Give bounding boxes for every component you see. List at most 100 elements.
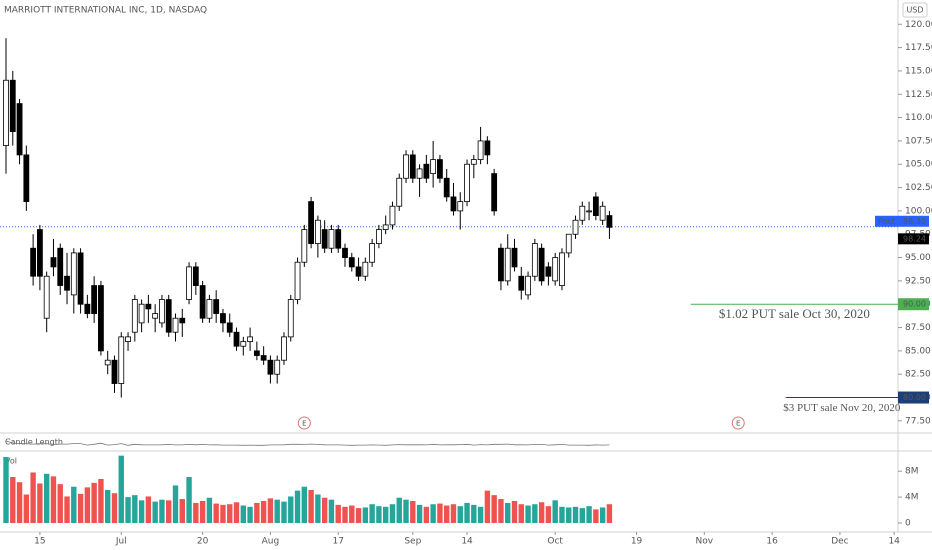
volume-bar [30, 472, 36, 523]
volume-bar [606, 504, 613, 523]
volume-bar [91, 482, 97, 523]
candle-body [437, 159, 443, 179]
candle-body [70, 252, 77, 296]
volume-bar [43, 473, 50, 523]
candle-body [179, 317, 186, 324]
y-tick-label: 95.00 [905, 253, 931, 263]
candle-body [592, 196, 599, 216]
candle-body [552, 257, 559, 282]
x-tick-label: Dec [831, 537, 848, 547]
volume-bar [213, 503, 219, 523]
candle-body [531, 243, 538, 277]
candle-body [403, 154, 409, 179]
volume-bar [125, 497, 131, 523]
x-tick-label: 15 [34, 537, 45, 547]
volume-bar [396, 497, 402, 523]
candle-body [260, 355, 267, 361]
volume-bar [77, 493, 84, 523]
candle-body [538, 247, 545, 282]
volume-tick-label: 0 [905, 519, 911, 529]
candle-body [186, 266, 192, 300]
volume-bar [138, 500, 145, 523]
candle-body [606, 215, 613, 228]
candle-body [579, 205, 586, 221]
y-tick-label: 87.50 [905, 323, 931, 333]
chart-title: MARRIOTT INTERNATIONAL INC, 1D, NASDAQ [4, 6, 207, 16]
volume-bar [464, 502, 470, 523]
candle-body [565, 233, 572, 254]
y-tick-label: 102.50 [905, 183, 932, 193]
candle-body [37, 229, 43, 277]
indicator-line [5, 440, 610, 446]
candle-body [98, 285, 104, 352]
volume-bar [186, 477, 192, 523]
volume-bar [552, 500, 558, 523]
post-box [875, 215, 898, 227]
volume-bar [593, 509, 599, 523]
x-tick-label: 17 [332, 537, 343, 547]
candle-body [213, 299, 220, 314]
candle-body [409, 154, 416, 179]
x-tick-label: 14 [461, 537, 473, 547]
event-marker [297, 416, 311, 430]
candle-body [145, 303, 152, 310]
candle-body [416, 168, 423, 179]
volume-tick-label: 4M [905, 493, 919, 503]
candle-body [172, 317, 179, 333]
volume-bar [240, 505, 246, 523]
candle-body [545, 266, 552, 277]
candle-body [586, 210, 592, 213]
volume-bar [525, 505, 531, 523]
x-tick-label: Aug [262, 537, 280, 547]
candle-body [389, 205, 396, 226]
y-tick-label: 120.00 [905, 20, 932, 30]
volume-bar [389, 504, 396, 523]
candle-body [301, 229, 308, 263]
volume-bar [118, 455, 124, 523]
volume-bar [16, 482, 23, 523]
volume-bar [416, 504, 423, 523]
candle-body [464, 163, 470, 202]
volume-bar [23, 494, 30, 523]
volume-bar [267, 498, 274, 523]
candle-body [91, 285, 98, 314]
candle-body [253, 350, 260, 356]
volume-bar [545, 506, 552, 523]
volume-bar [288, 496, 294, 523]
post-value: 98.30 [903, 217, 926, 226]
candle-body [247, 336, 253, 342]
candle-body [450, 196, 457, 212]
candle-body [375, 229, 382, 244]
event-label: E [736, 420, 740, 428]
volume-bar [71, 486, 77, 523]
y-tick-label: 105.00 [905, 160, 932, 170]
x-tick-label: 14 [888, 537, 900, 547]
candle-body [430, 159, 437, 174]
volume-bar [423, 506, 430, 523]
candle-body [369, 243, 376, 263]
y-tick-label: 115.00 [905, 66, 932, 76]
candle-body [111, 359, 118, 384]
x-tick-label: Nov [696, 537, 714, 547]
candle-body [321, 229, 328, 249]
volume-bar [105, 489, 111, 523]
candle-body [165, 299, 172, 333]
volume-bar [471, 504, 477, 523]
candle-body [131, 299, 138, 333]
volume-bar [254, 502, 260, 523]
candle-body [199, 285, 206, 319]
volume-bar [98, 478, 104, 523]
y-tick-label: 92.50 [905, 276, 931, 286]
candle-body [498, 247, 504, 282]
level-text: $3 PUT sale Nov 20, 2020 [783, 402, 901, 414]
volume-bar [64, 496, 70, 523]
volume-bar [586, 506, 592, 523]
volume-bar [3, 456, 9, 523]
volume-bar [159, 499, 165, 523]
candle-body [192, 266, 199, 286]
last-box [898, 233, 929, 245]
volume-label: Vol [5, 457, 17, 466]
volume-bar [10, 477, 16, 523]
x-tick-label: Oct [547, 537, 563, 547]
volume-bar [152, 501, 158, 523]
